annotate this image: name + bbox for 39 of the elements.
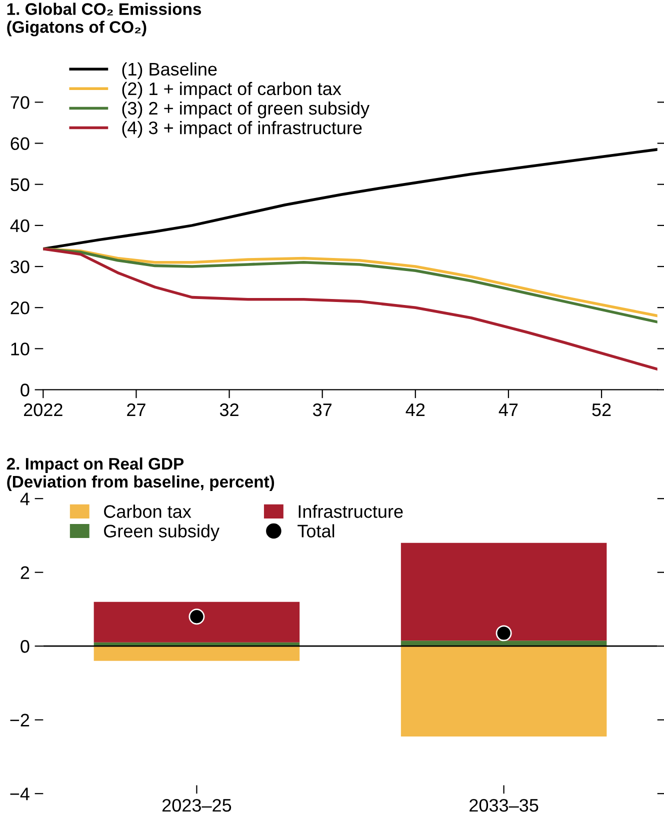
y-tick-label: 70 bbox=[10, 96, 30, 109]
bar bbox=[400, 646, 607, 736]
chart-title: 2. Impact on Real GDP (Deviation from baseline, percent) bbox=[6, 457, 274, 491]
y-tick-label: −2 bbox=[10, 714, 30, 726]
legend-label: (4) 3 + impact of infrastructure bbox=[122, 120, 362, 138]
y-tick-label: 30 bbox=[10, 260, 30, 274]
legend-label: Infrastructure bbox=[298, 504, 403, 518]
legend-label: Carbon tax bbox=[104, 504, 192, 518]
legend-label: (1) Baseline bbox=[122, 62, 217, 80]
y-tick-label: 2 bbox=[20, 566, 30, 579]
x-tick-label: 42 bbox=[406, 403, 425, 416]
y-tick-label: 0 bbox=[20, 384, 30, 396]
x-tick-label: 37 bbox=[312, 403, 332, 416]
y-tick-label: 40 bbox=[10, 219, 30, 232]
y-tick-label: 0 bbox=[20, 640, 30, 653]
legend-label: Green subsidy bbox=[104, 524, 220, 542]
x-tick-label: 52 bbox=[592, 403, 611, 416]
y-tick-label: 20 bbox=[10, 302, 30, 314]
x-tick-label: 2022 bbox=[24, 403, 62, 416]
x-tick-label: 47 bbox=[498, 404, 518, 416]
y-tick-label: 10 bbox=[11, 342, 30, 356]
bar bbox=[94, 602, 300, 642]
legend-label: (3) 2 + impact of green subsidy bbox=[122, 101, 370, 118]
x-tick-label: 2033–35 bbox=[470, 798, 538, 812]
y-tick-label: 60 bbox=[10, 137, 30, 150]
line-series bbox=[43, 148, 658, 250]
y-tick-label: 50 bbox=[10, 178, 30, 192]
bar bbox=[400, 640, 607, 646]
bar bbox=[400, 542, 607, 641]
chart-title: 1. Global CO₂ Emissions (Gigatons of CO₂) bbox=[7, 2, 202, 36]
y-tick-label: −4 bbox=[10, 788, 30, 800]
x-tick-label: 32 bbox=[220, 403, 238, 416]
x-tick-label: 2023–25 bbox=[162, 798, 232, 812]
y-tick-label: 4 bbox=[20, 492, 30, 506]
line-series bbox=[43, 247, 658, 371]
legend-label: Total bbox=[298, 524, 334, 538]
legend-label: (2) 1 + impact of carbon tax bbox=[122, 82, 342, 99]
bar bbox=[94, 646, 300, 661]
x-tick-label: 27 bbox=[127, 403, 146, 416]
